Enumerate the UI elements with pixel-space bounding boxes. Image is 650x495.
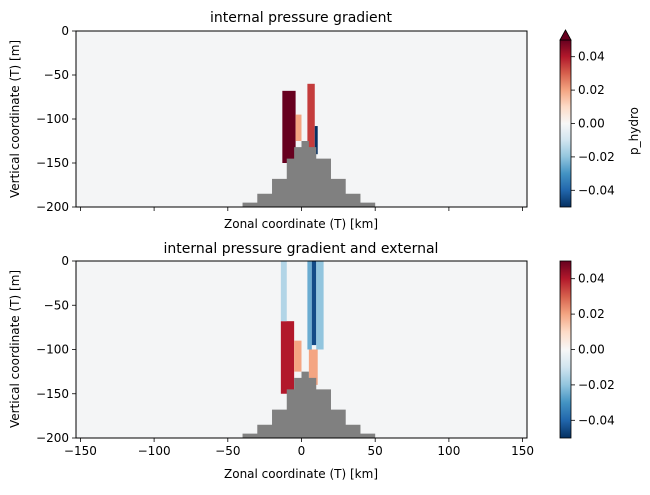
field-feature bbox=[311, 261, 317, 346]
panel-1-title: internal pressure gradient bbox=[210, 10, 393, 26]
colorbar-tick-label: 0.04 bbox=[578, 50, 605, 64]
panel-1-x-label: Zonal coordinate (T) [km] bbox=[224, 217, 378, 231]
y-tick-label: −200 bbox=[36, 200, 69, 214]
panel-1-colorbar: 0.04 0.02 0.00 −0.02 −0.04 p_hydro bbox=[559, 29, 641, 208]
y-tick-label: −150 bbox=[36, 156, 69, 170]
field-feature bbox=[314, 126, 318, 155]
field-feature bbox=[294, 340, 302, 372]
y-tick-label: −100 bbox=[36, 112, 69, 126]
field-feature bbox=[295, 114, 302, 141]
field-feature bbox=[280, 321, 295, 394]
panel-2-y-ticks: 0 −50 −100 −150 −200 bbox=[36, 254, 76, 445]
x-tick-label: 100 bbox=[437, 444, 460, 458]
y-tick-label: 0 bbox=[61, 254, 69, 268]
seamount-topography bbox=[227, 141, 376, 207]
panel-1-colorbar-ticks: 0.04 0.02 0.00 −0.02 −0.04 bbox=[571, 50, 615, 197]
y-tick-label: −50 bbox=[44, 68, 69, 82]
field-feature bbox=[316, 261, 324, 350]
colorbar-tick-label: 0.00 bbox=[578, 117, 605, 131]
panel-2-colorbar-gradient bbox=[559, 260, 572, 439]
x-tick-label: 50 bbox=[368, 444, 383, 458]
field-feature bbox=[307, 261, 312, 350]
panel-2-title: internal pressure gradient and external bbox=[164, 241, 439, 257]
colorbar-tick-label: 0.04 bbox=[578, 272, 605, 286]
field-feature bbox=[308, 349, 318, 385]
panel-2-x-label: Zonal coordinate (T) [km] bbox=[224, 467, 378, 481]
panel-2-x-ticks: −150 −100 −50 0 50 100 150 bbox=[64, 438, 534, 458]
panel-2-colorbar-ticks: 0.04 0.02 0.00 −0.02 −0.04 bbox=[571, 272, 615, 427]
panel-1-colorbar-extend-arrow bbox=[559, 29, 572, 41]
field-feature bbox=[280, 261, 287, 322]
colorbar-tick-label: 0.00 bbox=[578, 343, 605, 357]
panel-2-y-label: Vertical coordinate (T) [m] bbox=[8, 270, 22, 428]
y-tick-label: −50 bbox=[44, 298, 69, 312]
y-tick-label: −150 bbox=[36, 387, 69, 401]
x-tick-label: −150 bbox=[64, 444, 97, 458]
panel-1-colorbar-label: p_hydro bbox=[627, 107, 641, 155]
panel-1-y-ticks: 0 −50 −100 −150 −200 bbox=[36, 24, 76, 214]
x-tick-label: 150 bbox=[511, 444, 534, 458]
colorbar-tick-label: −0.02 bbox=[578, 150, 615, 164]
panel-1-x-ticks bbox=[80, 207, 523, 211]
panel-1-colorbar-gradient bbox=[559, 39, 572, 208]
field-feature bbox=[282, 90, 296, 163]
y-tick-label: −100 bbox=[36, 343, 69, 357]
panel-2: internal pressure gradient and external … bbox=[8, 241, 615, 481]
panel-1: internal pressure gradient 0 −50 −100 −150 −… bbox=[8, 10, 641, 231]
panel-2-field bbox=[227, 261, 376, 438]
colorbar-tick-label: −0.04 bbox=[578, 183, 615, 197]
colorbar-tick-label: −0.02 bbox=[578, 378, 615, 392]
colorbar-tick-label: 0.02 bbox=[578, 307, 605, 321]
y-tick-label: 0 bbox=[61, 24, 69, 38]
x-tick-label: −100 bbox=[138, 444, 171, 458]
panel-1-y-label: Vertical coordinate (T) [m] bbox=[8, 40, 22, 198]
x-tick-label: 0 bbox=[298, 444, 306, 458]
colorbar-tick-label: −0.04 bbox=[578, 413, 615, 427]
x-tick-label: −50 bbox=[215, 444, 240, 458]
colorbar-tick-label: 0.02 bbox=[578, 83, 605, 97]
panel-1-field bbox=[227, 83, 376, 207]
y-tick-label: −200 bbox=[36, 431, 69, 445]
panel-2-colorbar: 0.04 0.02 0.00 −0.02 −0.04 bbox=[559, 260, 615, 439]
field-feature bbox=[307, 83, 315, 155]
seamount-topography bbox=[227, 371, 376, 438]
